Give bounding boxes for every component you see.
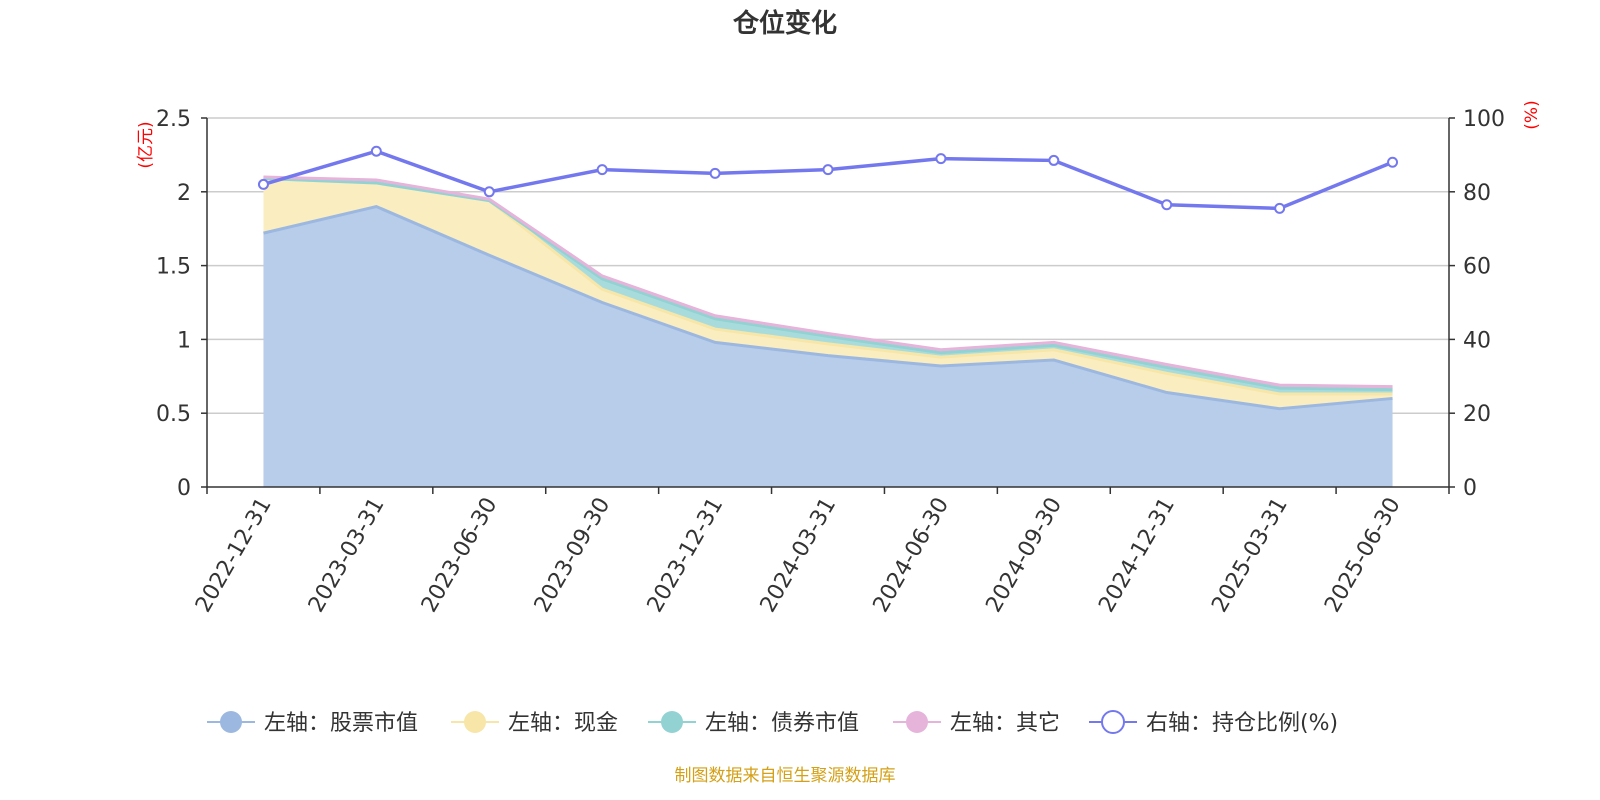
left-axis-unit: (亿元) [136,121,156,168]
legend-swatch-dot [1101,710,1125,734]
legend-swatch-dot [220,711,242,733]
legend-label: 左轴：现金 [508,711,618,736]
chart-title: 仓位变化 [732,8,837,39]
left-tick-label: 1 [177,328,191,353]
ratio-line [257,145,1399,214]
right-tick-label: 60 [1463,255,1491,280]
legend-swatch-dot [906,711,928,733]
x-tick-label: 2024-09-30 [981,494,1067,617]
ratio-point [1161,199,1173,211]
legend: 左轴：股票市值 左轴：现金 左轴：债券市值 左轴：其它 右轴：持仓比例(%) [207,710,1338,736]
x-tick-label: 2025-03-31 [1207,494,1293,617]
area-edge-0 [263,204,1393,411]
right-tick-label: 0 [1463,476,1477,501]
right-tick-label: 100 [1463,107,1505,132]
data-source-note: 制图数据来自恒生聚源数据库 [675,766,896,786]
area-edge-3 [263,175,1393,389]
x-tick-label: 2023-06-30 [417,494,503,617]
x-tick-label: 2022-12-31 [191,494,277,617]
x-tick-label: 2024-06-30 [869,494,955,617]
x-tick-label: 2023-12-31 [643,494,729,617]
right-tick-label: 20 [1463,402,1491,427]
left-tick-label: 0.5 [156,402,191,427]
ratio-point [257,178,269,190]
legend-item: 左轴：债券市值 [648,711,859,736]
legend-swatch-dot [661,711,683,733]
left-tick-label: 2 [177,181,191,206]
ratio-point [1048,154,1060,166]
ratio-point [709,167,721,179]
legend-item: 左轴：现金 [451,711,618,736]
x-tick-label: 2023-03-31 [304,494,390,617]
x-tick-label: 2025-06-30 [1320,494,1406,617]
area-1 [263,178,1393,409]
right-axis-unit: (%) [1522,100,1542,129]
left-tick-label: 1.5 [156,255,191,280]
legend-label: 左轴：其它 [950,711,1060,736]
ratio-point [1274,202,1286,214]
left-tick-label: 2.5 [156,107,191,132]
legend-label: 左轴：债券市值 [705,711,859,736]
area-edge-2 [263,177,1393,392]
left-tick-label: 0 [177,476,191,501]
right-tick-label: 80 [1463,181,1491,206]
ratio-point [596,164,608,176]
legend-swatch-dot [464,711,486,733]
ratio-point [822,164,834,176]
ratio-point [1387,156,1399,168]
ratio-point [370,145,382,157]
x-tick-label: 2024-03-31 [756,494,842,617]
x-tick-label: 2024-12-31 [1094,494,1180,617]
stacked-areas [263,175,1393,487]
legend-item: 左轴：其它 [893,711,1060,736]
ratio-point [935,153,947,165]
legend-label: 左轴：股票市值 [264,711,418,736]
legend-item: 左轴：股票市值 [207,711,418,736]
ratio-point [483,186,495,198]
legend-label: 右轴：持仓比例(%) [1146,711,1338,736]
right-tick-label: 40 [1463,328,1491,353]
area-0 [263,206,1393,487]
legend-item: 右轴：持仓比例(%) [1089,710,1338,736]
x-tick-label: 2023-09-30 [530,494,616,617]
